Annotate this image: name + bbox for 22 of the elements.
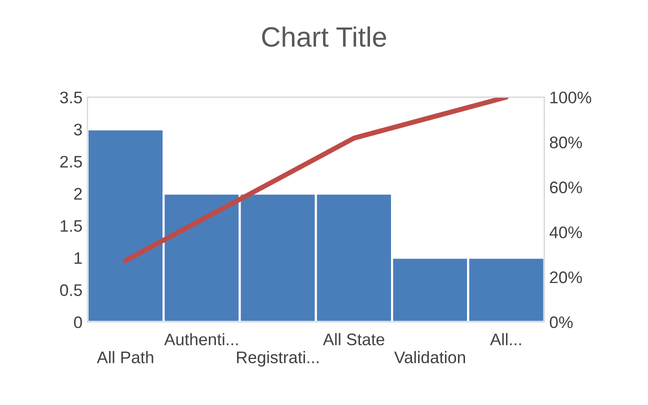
y-tick-label: 2.5 xyxy=(60,156,82,168)
y-tick-label: 1 xyxy=(74,252,82,264)
y2-tick-label: 60% xyxy=(550,182,582,194)
y2-tick-label: 20% xyxy=(550,271,582,284)
y-tick-label: 3.5 xyxy=(60,92,82,104)
y-tick-label: 1.5 xyxy=(60,220,82,232)
x-tick-label: Validation xyxy=(394,351,466,364)
x-tick-label: All Path xyxy=(96,351,154,364)
y-tick-label: 3 xyxy=(74,124,82,136)
y2-tick-label: 80% xyxy=(550,136,582,148)
y-tick-label: 0.5 xyxy=(60,284,82,296)
x-tick-label: All State xyxy=(322,333,384,346)
x-tick-label: Authenti... xyxy=(164,333,238,346)
line-series xyxy=(123,97,509,264)
y2-tick-label: 100% xyxy=(550,92,592,104)
x-tick-label: All... xyxy=(490,333,521,346)
y-tick-label: 0 xyxy=(74,316,82,328)
y-tick-label: 2 xyxy=(74,188,82,200)
x-tick-label: Registrati... xyxy=(237,351,318,367)
y2-tick-label: 40% xyxy=(550,226,582,238)
y2-tick-label: 0% xyxy=(550,316,573,328)
chart-title: Chart Title xyxy=(262,26,386,47)
